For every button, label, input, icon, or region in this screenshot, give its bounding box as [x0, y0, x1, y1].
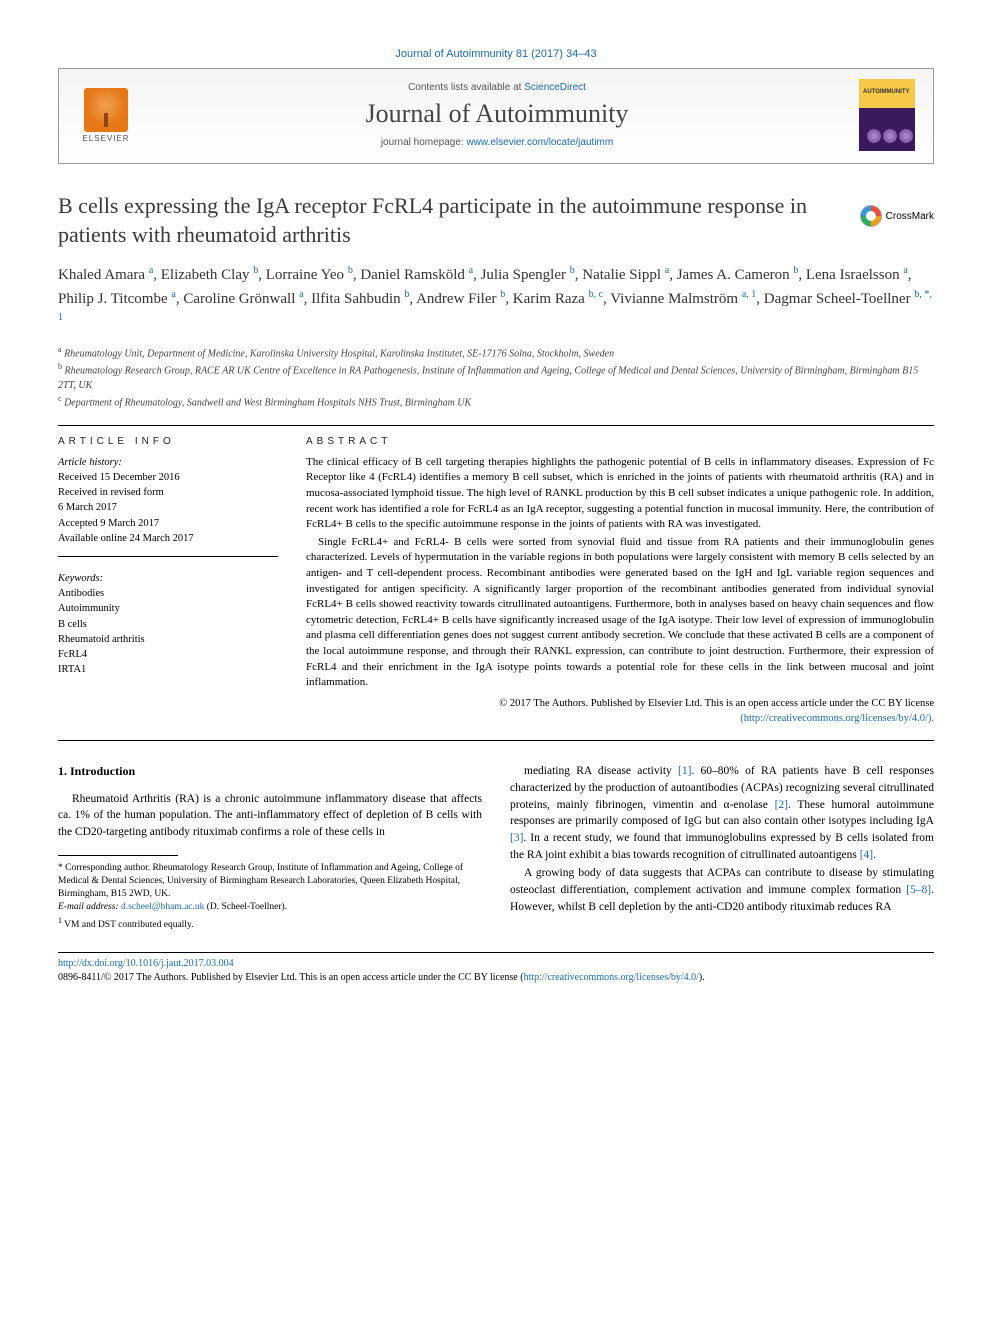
crossmark-label: CrossMark [886, 211, 934, 222]
homepage-link[interactable]: www.elsevier.com/locate/jautimm [466, 137, 613, 148]
abstract-text: The clinical efficacy of B cell targetin… [306, 455, 934, 691]
header-center: Contents lists available at ScienceDirec… [135, 82, 859, 148]
footer-text-post: ). [699, 972, 705, 983]
keywords-block: Keywords: AntibodiesAutoimmunityB cellsR… [58, 571, 278, 688]
email-line: E-mail address: d.scheel@bham.ac.uk (D. … [58, 901, 482, 914]
ref-4[interactable]: [4] [860, 849, 873, 861]
ref-2[interactable]: [2] [775, 799, 788, 811]
affiliations: a Rheumatology Unit, Department of Medic… [58, 344, 934, 411]
lists-prefix: Contents lists available at [408, 82, 524, 93]
corresponding-email-link[interactable]: d.scheel@bham.ac.uk [121, 902, 204, 912]
article-info-column: ARTICLE INFO Article history: Received 1… [58, 436, 278, 727]
keywords-label: Keywords: [58, 571, 278, 586]
corresponding-author-note: * Corresponding author. Rheumatology Res… [58, 862, 482, 902]
article-info-heading: ARTICLE INFO [58, 436, 278, 447]
cc-license-link[interactable]: (http://creativecommons.org/licenses/by/… [740, 713, 934, 724]
abstract-column: ABSTRACT The clinical efficacy of B cell… [306, 436, 934, 727]
footer-issn-line: 0896-8411/© 2017 The Authors. Published … [58, 972, 705, 983]
body-columns: 1. Introduction Rheumatoid Arthritis (RA… [58, 763, 934, 932]
author-list: Khaled Amara a, Elizabeth Clay b, Lorrai… [58, 263, 934, 334]
running-citation: Journal of Autoimmunity 81 (2017) 34–43 [58, 48, 934, 60]
journal-cover-thumbnail: AUTOIMMUNITY [859, 79, 915, 151]
ref-5-8[interactable]: [5–8] [906, 884, 931, 896]
article-history: Article history: Received 15 December 20… [58, 455, 278, 557]
equal-text: VM and DST contributed equally. [64, 920, 193, 930]
footer-cc-link[interactable]: http://creativecommons.org/licenses/by/4… [524, 972, 699, 983]
crossmark-badge[interactable]: CrossMark [860, 205, 934, 227]
journal-title: Journal of Autoimmunity [135, 99, 859, 129]
journal-header: ELSEVIER Contents lists available at Sci… [58, 68, 934, 164]
contents-lists-line: Contents lists available at ScienceDirec… [135, 82, 859, 93]
footer-text-pre: 0896-8411/© 2017 The Authors. Published … [58, 972, 524, 983]
history-label: Article history: [58, 455, 278, 470]
homepage-prefix: journal homepage: [381, 137, 467, 148]
equal-contribution-note: 1 VM and DST contributed equally. [58, 915, 482, 932]
email-label: E-mail address: [58, 902, 119, 912]
footnote-separator [58, 855, 178, 856]
publisher-name: ELSEVIER [82, 134, 129, 143]
abstract-copyright: © 2017 The Authors. Published by Elsevie… [306, 697, 934, 726]
cover-graphic [867, 129, 913, 143]
crossmark-icon [860, 205, 882, 227]
homepage-line: journal homepage: www.elsevier.com/locat… [135, 137, 859, 148]
email-suffix: (D. Scheel-Toellner). [207, 902, 287, 912]
section-divider-2 [58, 740, 934, 741]
abstract-heading: ABSTRACT [306, 436, 934, 447]
article-title: B cells expressing the IgA receptor FcRL… [58, 192, 838, 249]
body-column-left: 1. Introduction Rheumatoid Arthritis (RA… [58, 763, 482, 932]
intro-paragraph-2: mediating RA disease activity [1]. 60–80… [510, 763, 934, 863]
sciencedirect-link[interactable]: ScienceDirect [524, 82, 586, 93]
article-page: Journal of Autoimmunity 81 (2017) 34–43 … [0, 0, 992, 1017]
ref-3[interactable]: [3] [510, 832, 523, 844]
section-divider [58, 425, 934, 426]
elsevier-logo: ELSEVIER [77, 83, 135, 147]
body-column-right: mediating RA disease activity [1]. 60–80… [510, 763, 934, 932]
intro-paragraph-3: A growing body of data suggests that ACP… [510, 865, 934, 915]
intro-heading: 1. Introduction [58, 763, 482, 780]
doi-link[interactable]: http://dx.doi.org/10.1016/j.jaut.2017.03… [58, 958, 234, 969]
page-footer: http://dx.doi.org/10.1016/j.jaut.2017.03… [58, 952, 934, 985]
copyright-text: © 2017 The Authors. Published by Elsevie… [499, 698, 934, 709]
ref-1[interactable]: [1] [678, 765, 691, 777]
equal-sup: 1 [58, 916, 62, 925]
info-abstract-row: ARTICLE INFO Article history: Received 1… [58, 436, 934, 727]
cover-title: AUTOIMMUNITY [863, 89, 910, 95]
elsevier-tree-icon [84, 88, 128, 132]
footnotes: * Corresponding author. Rheumatology Res… [58, 862, 482, 933]
intro-paragraph-1: Rheumatoid Arthritis (RA) is a chronic a… [58, 791, 482, 841]
